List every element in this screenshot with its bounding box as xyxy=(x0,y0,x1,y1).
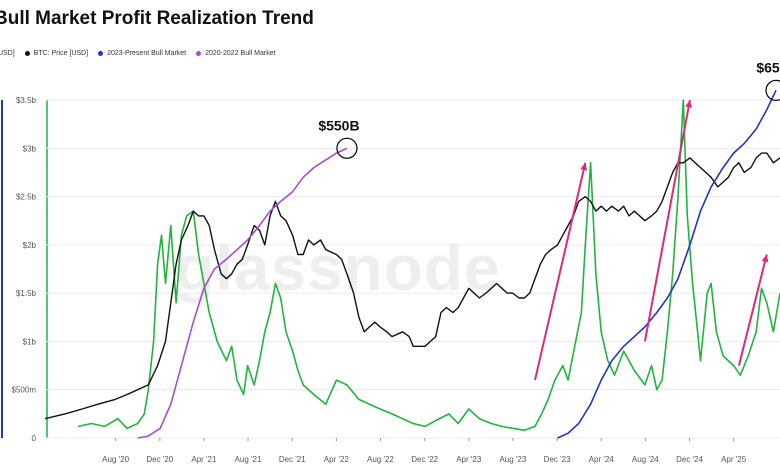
x-tick-label: Dec '23 xyxy=(544,455,571,464)
y-tick-label: $3.5b xyxy=(16,96,37,105)
trend-arrow-head xyxy=(761,254,769,263)
legend-swatch xyxy=(24,50,30,56)
annotation-circle xyxy=(336,137,358,159)
trend-arrow xyxy=(534,162,587,381)
trend-arrow xyxy=(737,254,768,366)
chart-title: Bull Market Profit Realization Trend xyxy=(0,8,314,29)
y-axis-left xyxy=(1,100,48,438)
x-tick-label: Apr '22 xyxy=(324,455,350,464)
x-tick-label: Apr '21 xyxy=(191,455,217,464)
y-tick-label: 0 xyxy=(32,434,37,443)
x-tick-label: Dec '22 xyxy=(411,455,438,464)
legend-item[interactable]: [USD] xyxy=(0,50,15,57)
x-tick-label: Apr '23 xyxy=(456,455,482,464)
trend-arrow-head xyxy=(580,162,588,171)
watermark: glassnode xyxy=(175,232,501,304)
x-axis-ticks: Aug '20 Dec '20 Apr '21 Aug '21 Dec '21 Apr '… xyxy=(102,438,747,464)
x-tick-label: Dec '21 xyxy=(279,455,306,464)
y-tick-label: $1b xyxy=(23,337,37,346)
x-tick-label: Apr '24 xyxy=(589,455,615,464)
annotations: $550B $65 xyxy=(318,59,780,159)
x-tick-label: Aug '22 xyxy=(367,455,394,464)
legend-item[interactable]: 2023-Present Bull Market xyxy=(98,50,186,57)
y-tick-label: $3b xyxy=(23,144,37,153)
y-tick-label: $2.5b xyxy=(16,193,37,202)
annotation-label: $550B xyxy=(318,117,359,133)
legend: [USD] BTC: Price [USD] 2023-Present Bull M… xyxy=(0,46,276,60)
x-tick-label: Aug '21 xyxy=(235,455,262,464)
legend-label: [USD] xyxy=(0,49,15,57)
trend-arrows xyxy=(534,99,769,381)
annotation-label: $65 xyxy=(756,59,780,75)
trend-arrow-head xyxy=(685,100,693,108)
series-line-2020-2022-bull-market xyxy=(137,147,348,439)
series-group xyxy=(44,89,780,439)
legend-label: 2020-2022 Bull Market xyxy=(205,49,276,57)
gridlines xyxy=(45,99,780,439)
trend-arrow xyxy=(643,99,691,342)
legend-item[interactable]: 2020-2022 Bull Market xyxy=(196,49,276,57)
series-line-2023-present-bull-market xyxy=(557,89,777,439)
y-tick-label: $2b xyxy=(23,241,37,250)
legend-swatch xyxy=(98,50,104,56)
y-tick-label: $500m xyxy=(12,386,37,395)
legend-label: BTC: Price [USD] xyxy=(33,49,89,57)
series-line-usd xyxy=(77,99,780,432)
annotation-circle xyxy=(765,79,780,101)
series-line-btc-price-usd xyxy=(44,152,780,420)
x-tick-label: Aug '23 xyxy=(499,455,526,464)
legend-label: 2023-Present Bull Market xyxy=(107,49,187,57)
y-axis-ticks: 0 $500m $1b $1.5b $2b $2.5b $3b $3.5b xyxy=(12,96,37,443)
x-tick-label: Dec '20 xyxy=(146,455,173,464)
x-tick-label: Aug '24 xyxy=(632,455,659,464)
legend-item[interactable]: BTC: Price [USD] xyxy=(24,49,89,57)
x-tick-label: Aug '20 xyxy=(102,455,129,464)
x-tick-label: Apr '25 xyxy=(721,455,747,464)
legend-swatch xyxy=(196,50,202,56)
x-tick-label: Dec '24 xyxy=(676,455,703,464)
y-tick-label: $1.5b xyxy=(16,289,37,298)
